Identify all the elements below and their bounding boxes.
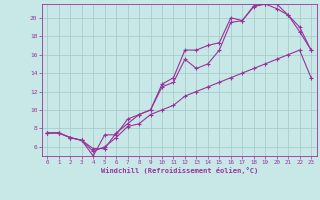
X-axis label: Windchill (Refroidissement éolien,°C): Windchill (Refroidissement éolien,°C) [100,167,258,174]
